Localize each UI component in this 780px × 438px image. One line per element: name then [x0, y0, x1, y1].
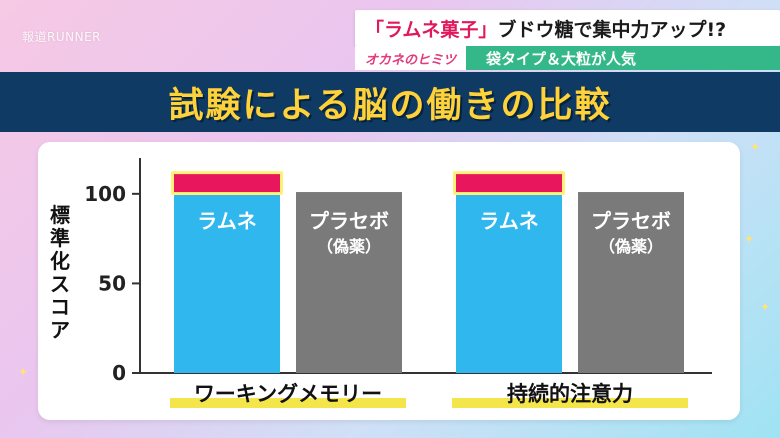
subheadline-text: 袋タイプ＆大粒が人気: [466, 46, 780, 70]
headline-ticker: 「ラムネ菓子」 ブドウ糖で集中力アップ!?: [355, 10, 780, 46]
y-tick-label: 100: [84, 182, 126, 206]
category-underline: [170, 398, 406, 408]
y-axis-label-char: ア: [50, 318, 70, 342]
bar-ramune: [456, 192, 562, 373]
category-label: 持続的注意力: [507, 382, 633, 406]
y-axis-label-char: コ: [50, 295, 70, 319]
sparkle-icon: ✦: [750, 140, 761, 154]
bar-label-ramune: ラムネ: [197, 209, 256, 233]
corner-name: オカネのヒミツ: [355, 46, 467, 70]
bar-ramune: [174, 192, 280, 373]
bar-sublabel-placebo: （偽薬）: [599, 237, 663, 256]
y-tick-label: 0: [112, 361, 126, 385]
bar-label-placebo: プラセボ: [309, 209, 389, 233]
category-label: ワーキングメモリー: [194, 382, 382, 406]
y-axis-label-char: ス: [50, 272, 70, 296]
y-axis-label-char: 化: [50, 249, 70, 273]
bar-sublabel-placebo: （偽薬）: [317, 237, 381, 256]
y-axis-label-char: 準: [50, 226, 70, 250]
bar-placebo: [578, 192, 684, 373]
bar-label-ramune: ラムネ: [479, 209, 538, 233]
chart-title: 試験による脳の働きの比較: [168, 85, 612, 126]
y-tick-label: 50: [98, 271, 126, 295]
sparkle-icon: ✦: [760, 300, 771, 314]
program-logo: 報道RUNNER: [22, 30, 101, 44]
bar-placebo: [296, 192, 402, 373]
sparkle-icon: ✦: [744, 232, 755, 246]
headline-text: ブドウ糖で集中力アップ!?: [497, 18, 727, 41]
sparkle-icon: ✦: [18, 365, 29, 379]
category-underline: [452, 398, 688, 408]
subheadline-bar: オカネのヒミツ 袋タイプ＆大粒が人気: [355, 46, 780, 70]
headline-highlight: 「ラムネ菓子」: [365, 18, 498, 41]
bar-label-placebo: プラセボ: [591, 209, 671, 233]
bar-ramune-gain: [456, 174, 562, 193]
title-banner: 試験による脳の働きの比較: [0, 72, 780, 132]
bar-ramune-gain: [174, 174, 280, 193]
y-axis-label-char: 標: [50, 203, 70, 227]
